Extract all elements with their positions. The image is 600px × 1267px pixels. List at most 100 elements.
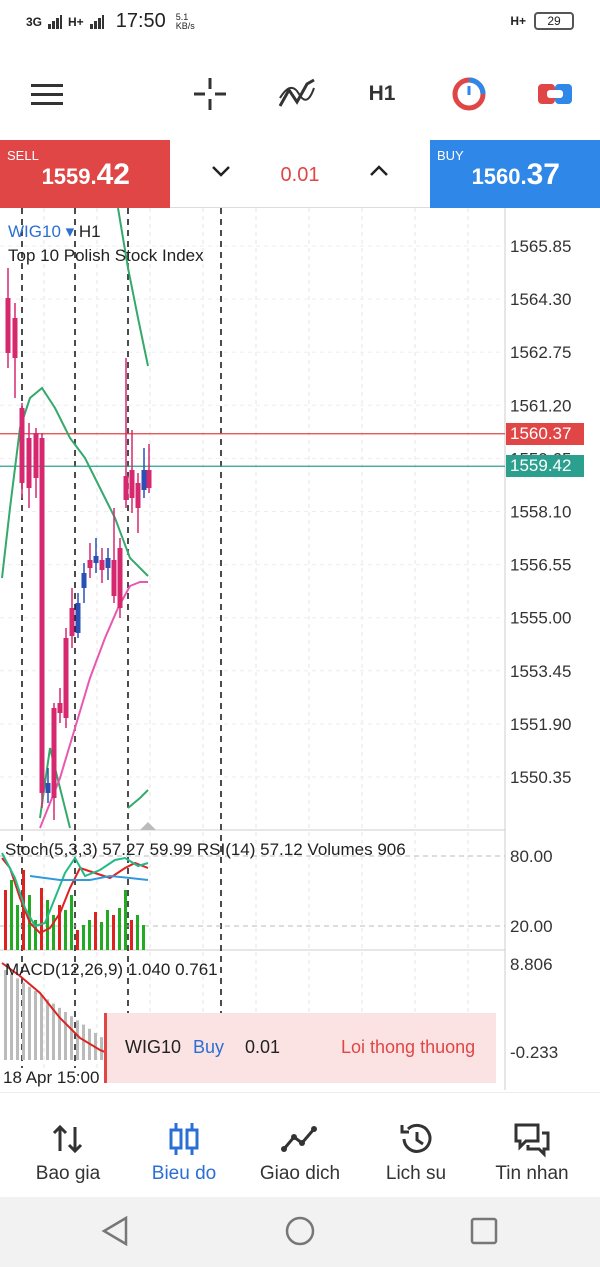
volume-bar (88, 920, 91, 950)
sell-button[interactable]: SELL 1559.42 (0, 140, 170, 208)
candle-body (99, 560, 105, 570)
nav-item-chart[interactable]: Bieu do (126, 1093, 242, 1198)
bottom-nav: Bao gia Bieu do Giao dich Lich su Tin nh… (0, 1092, 600, 1197)
candle-body (141, 470, 147, 490)
macd-signal-line (1, 962, 116, 1057)
chart-area[interactable]: 1565.851564.301562.751561.201559.651558.… (0, 208, 600, 1090)
chevron-up-icon[interactable] (368, 160, 390, 182)
price-axis-label: 1558.10 (510, 503, 571, 522)
crosshair-button[interactable] (188, 72, 232, 116)
volume-bar (130, 920, 133, 950)
macd-histogram-bar (22, 982, 25, 1060)
volume-bar (100, 922, 103, 950)
network-hplus-label-right: H+ (510, 14, 526, 28)
macd-histogram-bar (46, 999, 49, 1060)
hamburger-icon (31, 84, 63, 105)
lot-value[interactable]: 0.01 (280, 164, 320, 186)
ma-line-green-tail (127, 789, 149, 809)
volume-bar (22, 870, 25, 950)
candle-body (81, 573, 87, 588)
back-icon[interactable] (100, 1215, 130, 1247)
home-icon[interactable] (284, 1215, 316, 1247)
volume-bar (94, 912, 97, 950)
candle-body (135, 483, 141, 508)
stoch-signal-line (1, 857, 149, 935)
macd-histogram-bar (82, 1024, 85, 1060)
candle-body (57, 703, 63, 713)
volume-bar (118, 908, 121, 950)
price-axis-label: 1564.30 (510, 290, 571, 309)
volume-bar (46, 900, 49, 950)
volume-bar (70, 895, 73, 950)
menu-button[interactable] (25, 72, 69, 116)
toast-side: Buy (193, 1037, 225, 1057)
symbol-title[interactable]: WIG10 ▾ H1 (8, 222, 101, 241)
candle-body (5, 298, 11, 353)
candle-body (39, 438, 45, 793)
macd-histogram-bar (100, 1037, 103, 1060)
signal-icon (48, 14, 63, 29)
nav-label: Lich su (385, 1163, 447, 1184)
sell-price: 1559.42 (41, 158, 130, 191)
bid-price-tag: 1559.42 (506, 455, 584, 477)
net-speed: 5.1 KB/s (175, 11, 195, 31)
chart-toolbar: H1 (0, 44, 600, 140)
nav-label: Giao dich (259, 1163, 341, 1184)
one-click-trading-button[interactable] (533, 72, 577, 116)
system-nav-bar (0, 1197, 600, 1267)
chart-canvas[interactable]: 1565.851564.301562.751561.201559.651558.… (0, 208, 600, 1090)
volume-bar (142, 925, 145, 950)
ask-price-tag: 1560.37 (506, 423, 584, 445)
toast-lot: 0.01 (245, 1037, 281, 1057)
price-axis-label: 1553.45 (510, 662, 571, 681)
candle-body (117, 548, 123, 608)
signal-icon-2 (89, 14, 104, 29)
candle-body (123, 476, 129, 500)
price-axis-label: 1551.90 (510, 715, 571, 734)
rsi-line (29, 874, 149, 881)
ma-line-green-upper (117, 208, 149, 367)
status-bar: 3G H+ 17:50 5.1 KB/s H+ 29 (0, 0, 600, 44)
price-axis-label: 1550.35 (510, 768, 571, 787)
buy-button[interactable]: BUY 1560.37 (430, 140, 600, 208)
candle-body (63, 638, 69, 718)
trade-bar: SELL 1559.42 0.01 BUY 1560.37 (0, 140, 600, 208)
trade-notification[interactable]: WIG10 Buy 0.01 Loi thong thuong (104, 1013, 496, 1083)
volume-bar (10, 880, 13, 950)
scroll-marker-icon (140, 822, 156, 830)
volume-bar (76, 930, 79, 950)
candle-body (26, 438, 32, 488)
macd-histogram-bar (28, 986, 31, 1060)
macd-level-label: -0.233 (510, 1043, 558, 1062)
symbol-description: Top 10 Polish Stock Index (8, 246, 204, 265)
stoch-level-label: 20.00 (510, 917, 553, 936)
clock: 17:50 (115, 10, 166, 32)
nav-item-history[interactable]: Lich su (358, 1093, 474, 1198)
candle-body (12, 318, 18, 358)
macd-histogram-bar (34, 991, 37, 1060)
time-axis-label: 18 Apr 15:00 (3, 1068, 100, 1088)
price-axis-label: 1561.20 (510, 396, 571, 415)
chevron-down-icon[interactable] (210, 160, 232, 182)
macd-level-label: 8.806 (510, 955, 553, 974)
timeframe-button[interactable]: H1 (360, 72, 404, 116)
candle-body (146, 470, 152, 488)
nav-item-quotes[interactable]: Bao gia (10, 1093, 126, 1198)
volume-bar (52, 915, 55, 950)
messages-icon (514, 1123, 550, 1158)
objects-button[interactable] (447, 72, 491, 116)
sell-label: SELL (7, 148, 39, 163)
buy-label: BUY (437, 148, 464, 163)
candle-body (19, 408, 25, 483)
indicators-icon (278, 78, 315, 107)
macd-histogram-bar (52, 1003, 55, 1060)
nav-item-messages[interactable]: Tin nhan (474, 1093, 590, 1198)
volume-bar (136, 915, 139, 950)
recents-icon[interactable] (470, 1217, 498, 1245)
nav-item-trade[interactable]: Giao dich (242, 1093, 358, 1198)
macd-histogram-bar (16, 978, 19, 1060)
volume-bar (106, 910, 109, 950)
stoch-main-line (1, 852, 149, 928)
volume-bar (40, 888, 43, 950)
indicators-button[interactable] (275, 72, 319, 116)
